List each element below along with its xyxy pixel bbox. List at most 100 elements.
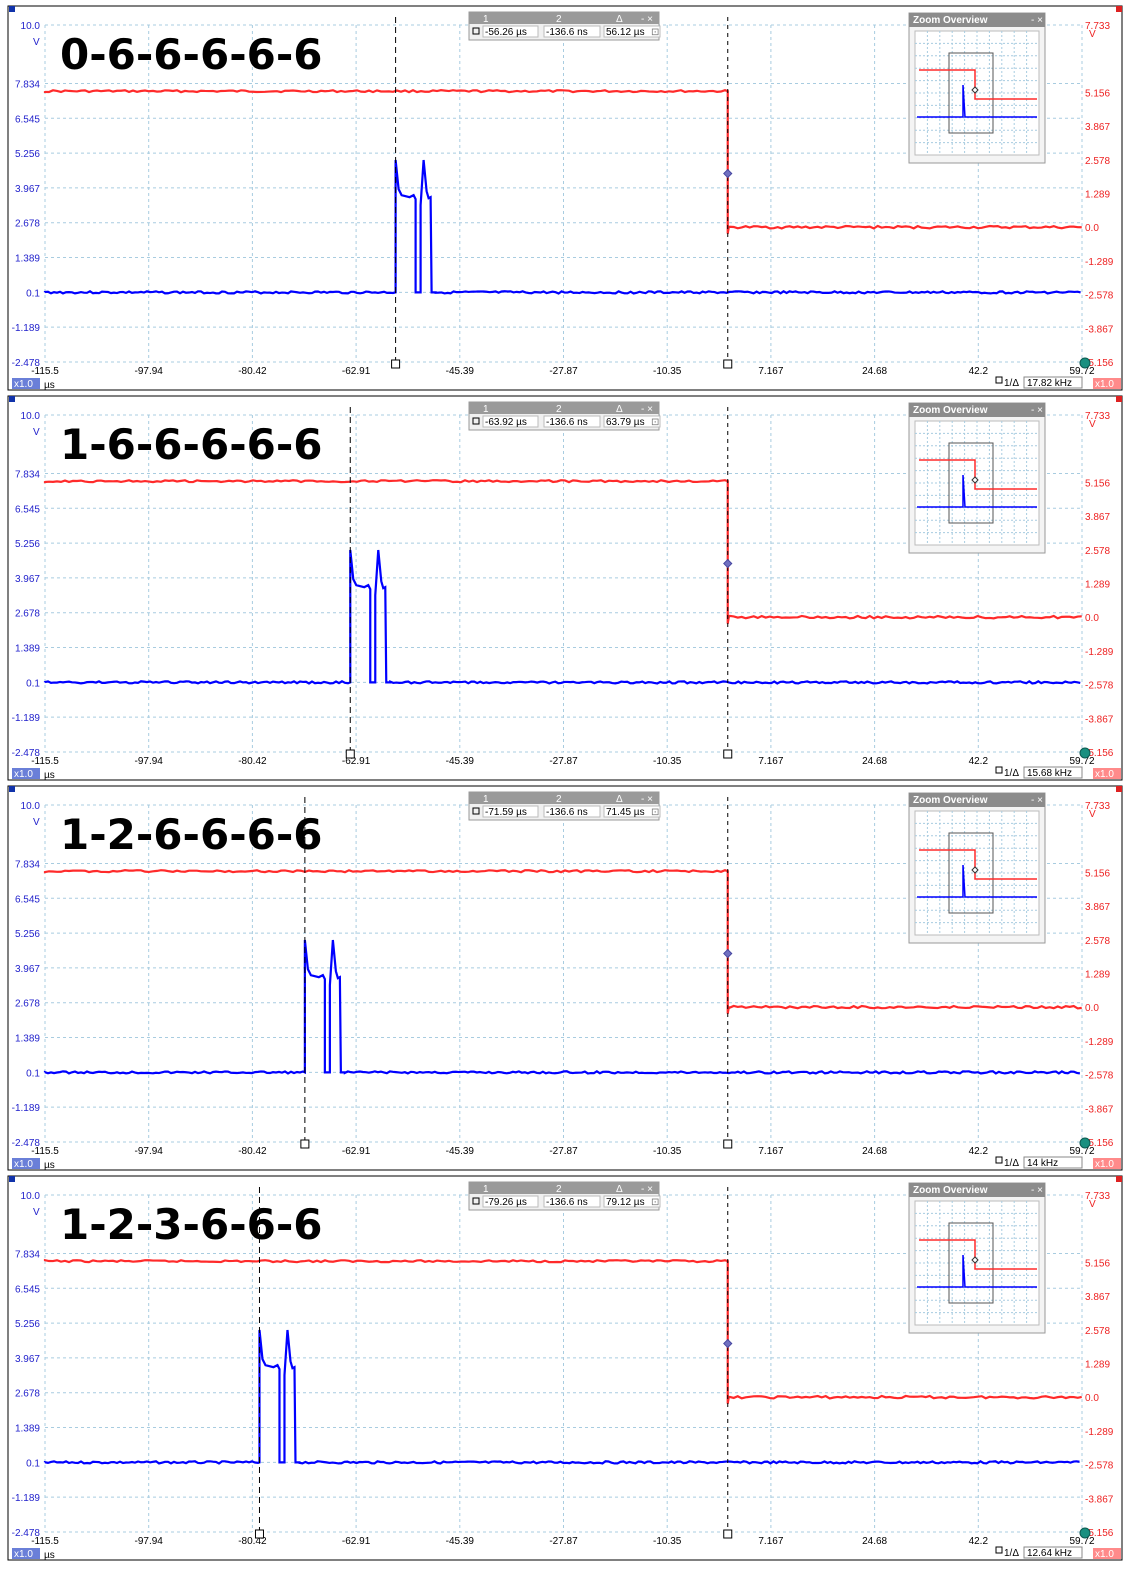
right-tick-label: -3.867 — [1085, 714, 1114, 725]
offset-marker[interactable] — [1079, 357, 1091, 369]
zoom-overview[interactable]: Zoom Overview - × — [908, 402, 1046, 554]
cursor-readout-table[interactable]: 1 2 Δ - × -71.59 µs -136.6 ns 71.45 µs ⊡ — [468, 791, 661, 821]
zoom-window-rect[interactable] — [948, 442, 994, 524]
zoom-overview-title: Zoom Overview — [913, 405, 988, 416]
right-tick-label: -1.289 — [1085, 1037, 1114, 1048]
left-tick-label: 10.0 — [21, 801, 41, 812]
right-tick-label: 3.867 — [1085, 1292, 1110, 1303]
cursor-2-handle[interactable] — [723, 749, 733, 759]
series-ch2-line — [43, 869, 1082, 1014]
offset-marker[interactable] — [1079, 1527, 1091, 1539]
right-tick-label: 7.733 — [1085, 411, 1110, 422]
zoom-overview[interactable]: Zoom Overview - × — [908, 1182, 1046, 1334]
freq-box — [1023, 1156, 1083, 1169]
right-tick-label: 3.867 — [1085, 902, 1110, 913]
zoom-window-rect[interactable] — [948, 1222, 994, 1304]
right-scale-badge: x1.0 — [1095, 769, 1114, 780]
cursor-table-checkbox[interactable] — [472, 27, 480, 35]
x-tick-label: -115.5 — [31, 366, 59, 377]
cursor-table-cell — [543, 805, 601, 818]
right-tick-label: 3.867 — [1085, 122, 1110, 133]
freq-icon — [995, 1546, 1003, 1554]
cursor-table-cell — [482, 415, 539, 428]
left-tick-label: 0.1 — [26, 1068, 40, 1079]
left-scale-badge-bg — [12, 768, 40, 779]
x-tick-label: 24.68 — [862, 1146, 887, 1157]
cursor-2-handle[interactable] — [723, 1139, 733, 1149]
right-tick-label: -5.156 — [1085, 358, 1114, 369]
trigger-marker[interactable] — [723, 558, 733, 569]
offset-marker[interactable] — [1079, 747, 1091, 759]
right-unit-label: V — [1089, 419, 1096, 430]
trigger-marker[interactable] — [723, 948, 733, 959]
freq-box — [1023, 1546, 1083, 1559]
x-tick-label: -10.35 — [653, 756, 682, 767]
right-tick-label: 2.578 — [1085, 1326, 1110, 1337]
zoom-overview-header — [909, 403, 1045, 417]
cursor-readout-table[interactable]: 1 2 Δ - × -56.26 µs -136.6 ns 56.12 µs ⊡ — [468, 11, 661, 41]
cursor-table-lock-icon: ⊡ — [651, 1197, 659, 1208]
trigger-marker[interactable] — [723, 1338, 733, 1349]
right-tick-label: 0.0 — [1085, 613, 1099, 624]
cursor-table-header — [469, 792, 659, 804]
cursor-table-cell — [482, 805, 539, 818]
x-tick-label: -80.42 — [238, 756, 267, 767]
x-unit-label: µs — [44, 770, 55, 781]
zoom-overview-title: Zoom Overview — [913, 1185, 988, 1196]
chart-title: 1-2-6-6-6-6 — [60, 810, 323, 859]
cursor-readout-value: 71.45 µs — [606, 807, 645, 818]
cursor-table-checkbox[interactable] — [472, 807, 480, 815]
scope-panel: 10.0 7.834 6.545 5.256 3.967 2.678 1.389 0.1 -1.… — [0, 1175, 1132, 1565]
cursor-table-checkbox[interactable] — [472, 417, 480, 425]
series-ch1-line — [43, 549, 1081, 685]
cursor-1-handle[interactable] — [254, 1529, 264, 1539]
right-unit-label: V — [1089, 809, 1096, 820]
freq-icon — [995, 1156, 1003, 1164]
x-tick-label: -115.5 — [31, 1146, 59, 1157]
cursor-table-checkbox[interactable] — [472, 1197, 480, 1205]
offset-marker[interactable] — [1079, 1137, 1091, 1149]
cursor-1-handle[interactable] — [345, 749, 355, 759]
cursor-2-handle[interactable] — [723, 1529, 733, 1539]
cursor-table-header-cell: 1 — [483, 794, 489, 805]
zoom-window-rect[interactable] — [948, 832, 994, 914]
x-tick-label: 24.68 — [862, 366, 887, 377]
cursor-table-header-cell: Δ — [616, 1184, 623, 1195]
zoom-trigger-marker — [971, 1256, 979, 1264]
cursor-table-header-cell: Δ — [616, 14, 623, 25]
x-tick-label: -27.87 — [549, 366, 578, 377]
left-tick-label: -1.189 — [12, 713, 41, 724]
cursor-table-cell — [603, 25, 661, 38]
cursor-table-cell — [543, 1195, 601, 1208]
zoom-overview[interactable]: Zoom Overview - × — [908, 792, 1046, 944]
zoom-window-rect[interactable] — [948, 52, 994, 134]
right-tick-label: 0.0 — [1085, 223, 1099, 234]
scope-panel: 10.0 7.834 6.545 5.256 3.967 2.678 1.389 0.1 -1.… — [0, 785, 1132, 1175]
freq-readout: 12.64 kHz — [1027, 1548, 1072, 1559]
right-tick-label: 2.578 — [1085, 156, 1110, 167]
zoom-overview[interactable]: Zoom Overview - × — [908, 12, 1046, 164]
x-tick-label: 59.72 — [1069, 366, 1094, 377]
cursor-1-handle[interactable] — [391, 359, 401, 369]
left-tick-label: 2.678 — [15, 609, 40, 620]
zoom-overview-close-icon: - × — [1031, 1185, 1043, 1196]
right-tick-label: 1.289 — [1085, 1359, 1110, 1370]
x-tick-label: 24.68 — [862, 756, 887, 767]
zoom-trigger-marker — [971, 866, 979, 874]
cursor-readout-table[interactable]: 1 2 Δ - × -63.92 µs -136.6 ns 63.79 µs ⊡ — [468, 401, 661, 431]
left-tick-label: 2.678 — [15, 999, 40, 1010]
panel-corner-marker — [1116, 1176, 1122, 1182]
zoom-ch1-line — [917, 84, 1037, 118]
left-tick-label: 6.545 — [15, 114, 40, 125]
zoom-overview-title: Zoom Overview — [913, 15, 988, 26]
cursor-table-close-icon: - × — [641, 1184, 653, 1195]
cursor-2-handle[interactable] — [723, 359, 733, 369]
series-ch1-line — [43, 1329, 1080, 1465]
trigger-marker[interactable] — [723, 168, 733, 179]
cursor-table-cell — [482, 1195, 539, 1208]
x-tick-label: -10.35 — [653, 1146, 682, 1157]
x-tick-label: -80.42 — [238, 1146, 267, 1157]
cursor-1-handle[interactable] — [300, 1139, 310, 1149]
x-unit-label: µs — [44, 1160, 55, 1171]
cursor-readout-table[interactable]: 1 2 Δ - × -79.26 µs -136.6 ns 79.12 µs ⊡ — [468, 1181, 661, 1211]
